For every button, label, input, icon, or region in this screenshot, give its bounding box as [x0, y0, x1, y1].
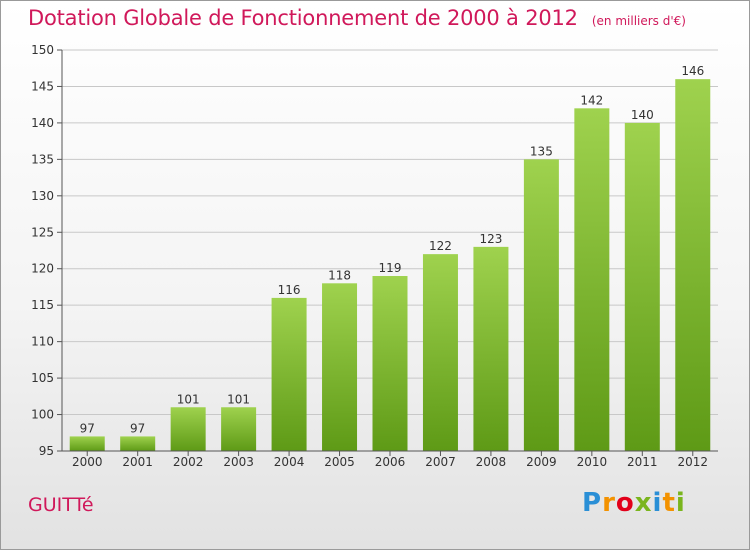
chart-title: Dotation Globale de Fonctionnement de 20… [28, 6, 686, 30]
bar-value-label: 97 [80, 421, 95, 435]
y-tick-label: 115 [31, 298, 54, 312]
x-tick-label: 2007 [425, 455, 456, 469]
bar [69, 436, 105, 451]
y-tick-label: 105 [31, 371, 54, 385]
bars: 97 97 101 101 116 118 119 122 123 135 142 140 146 [69, 64, 711, 451]
logo-letter: i [652, 488, 663, 518]
proxiti-logo: Proxiti [582, 488, 686, 518]
y-tick-label: 140 [31, 116, 54, 130]
y-tick-label: 100 [31, 408, 54, 422]
bar-value-label: 116 [278, 283, 301, 297]
bar [221, 407, 257, 451]
bar-value-label: 101 [177, 392, 200, 406]
x-tick-label: 2004 [274, 455, 305, 469]
bar [322, 283, 358, 451]
x-tick-label: 2003 [223, 455, 254, 469]
y-tick-label: 120 [31, 262, 54, 276]
bar-value-label: 101 [227, 392, 250, 406]
bar-value-label: 135 [530, 144, 553, 158]
bar [372, 276, 408, 451]
logo-letter: t [662, 488, 676, 518]
bar [473, 246, 509, 451]
title-text: Dotation Globale de Fonctionnement de 20… [28, 6, 578, 30]
y-tick-label: 110 [31, 335, 54, 349]
unit-note: (en milliers d'€) [591, 14, 686, 28]
x-tick-label: 2009 [526, 455, 557, 469]
bar [675, 79, 711, 451]
x-tick-label: 2008 [476, 455, 507, 469]
bar-value-label: 118 [328, 268, 351, 282]
x-tick-label: 2011 [627, 455, 658, 469]
x-axis: 2000 2001 2002 2003 2004 2005 2006 2007 2008 2009… [62, 450, 718, 469]
logo-letter: o [615, 488, 635, 518]
bar [624, 122, 660, 451]
bar [422, 254, 458, 451]
x-tick-label: 2000 [72, 455, 103, 469]
logo-letter: P [582, 488, 603, 518]
commune-name: GUITTé [28, 494, 94, 516]
bar-value-label: 122 [429, 239, 452, 253]
bar [170, 407, 206, 451]
bar [574, 108, 610, 451]
x-tick-label: 2010 [577, 455, 608, 469]
bar-value-label: 146 [681, 64, 704, 78]
x-tick-label: 2012 [677, 455, 708, 469]
x-tick-label: 2001 [122, 455, 153, 469]
y-tick-label: 125 [31, 225, 54, 239]
y-tick-label: 95 [39, 444, 54, 458]
y-axis: 95 100 105 110 115 120 125 130 135 140 145 150 [31, 43, 63, 458]
y-tick-label: 145 [31, 79, 54, 93]
bar [523, 159, 559, 451]
bar-value-label: 123 [479, 232, 502, 246]
bar [120, 436, 156, 451]
x-tick-label: 2006 [375, 455, 406, 469]
y-tick-label: 150 [31, 43, 54, 57]
bar-value-label: 140 [631, 108, 654, 122]
bar [271, 297, 307, 451]
y-tick-label: 130 [31, 189, 54, 203]
bar-value-label: 142 [580, 93, 603, 107]
logo-letter: r [602, 488, 616, 518]
bar-value-label: 97 [130, 421, 145, 435]
logo-letter: x [634, 488, 653, 518]
y-tick-label: 135 [31, 152, 54, 166]
bar-value-label: 119 [379, 261, 402, 275]
x-tick-label: 2002 [173, 455, 204, 469]
x-tick-label: 2005 [324, 455, 355, 469]
logo-letter: i [675, 488, 686, 518]
